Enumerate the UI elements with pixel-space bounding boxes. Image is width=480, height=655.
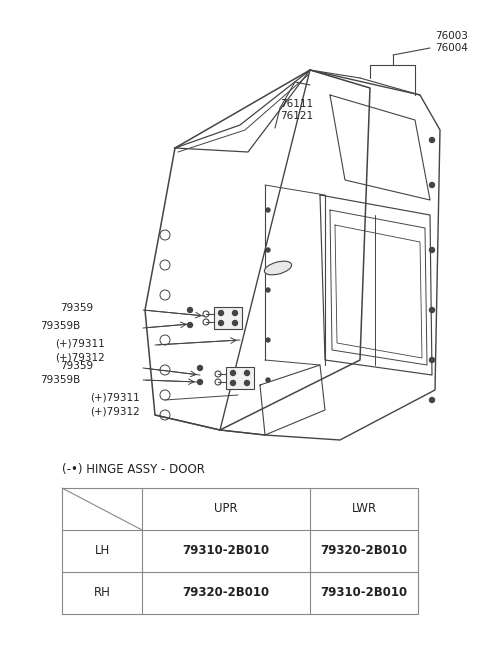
Text: 79310-2B010: 79310-2B010 [182, 544, 270, 557]
Circle shape [266, 288, 270, 292]
Circle shape [430, 358, 434, 362]
Text: (+)79311: (+)79311 [90, 393, 140, 403]
Text: 79310-2B010: 79310-2B010 [321, 586, 408, 599]
Circle shape [430, 183, 434, 187]
Bar [226, 367, 254, 389]
Circle shape [230, 371, 236, 375]
Text: (+)79312: (+)79312 [55, 353, 105, 363]
Text: (-•) HINGE ASSY - DOOR: (-•) HINGE ASSY - DOOR [62, 464, 205, 476]
Circle shape [266, 208, 270, 212]
Circle shape [430, 398, 434, 403]
Circle shape [197, 379, 203, 384]
Circle shape [266, 338, 270, 342]
Text: 76003
76004: 76003 76004 [435, 31, 468, 54]
Circle shape [188, 307, 192, 312]
Text: (+)79311: (+)79311 [55, 339, 105, 349]
Circle shape [430, 248, 434, 252]
Text: 79359: 79359 [60, 361, 93, 371]
Text: LH: LH [95, 544, 109, 557]
Ellipse shape [264, 261, 292, 275]
Text: 79320-2B010: 79320-2B010 [321, 544, 408, 557]
Circle shape [244, 371, 250, 375]
Text: RH: RH [94, 586, 110, 599]
Text: 76111
76121: 76111 76121 [280, 99, 313, 121]
Circle shape [244, 381, 250, 386]
Text: 79359B: 79359B [40, 321, 80, 331]
Text: 79359: 79359 [60, 303, 93, 313]
Circle shape [430, 138, 434, 143]
Circle shape [218, 320, 224, 326]
Circle shape [230, 381, 236, 386]
Circle shape [232, 320, 238, 326]
Circle shape [266, 378, 270, 382]
Text: (+)79312: (+)79312 [90, 407, 140, 417]
Circle shape [232, 310, 238, 316]
Text: 79359B: 79359B [40, 375, 80, 385]
Text: UPR: UPR [214, 502, 238, 515]
Circle shape [218, 310, 224, 316]
Text: 79320-2B010: 79320-2B010 [182, 586, 270, 599]
Circle shape [197, 365, 203, 371]
Text: LWR: LWR [351, 502, 377, 515]
Circle shape [430, 307, 434, 312]
Circle shape [188, 322, 192, 328]
Bar [214, 307, 242, 329]
Circle shape [266, 248, 270, 252]
